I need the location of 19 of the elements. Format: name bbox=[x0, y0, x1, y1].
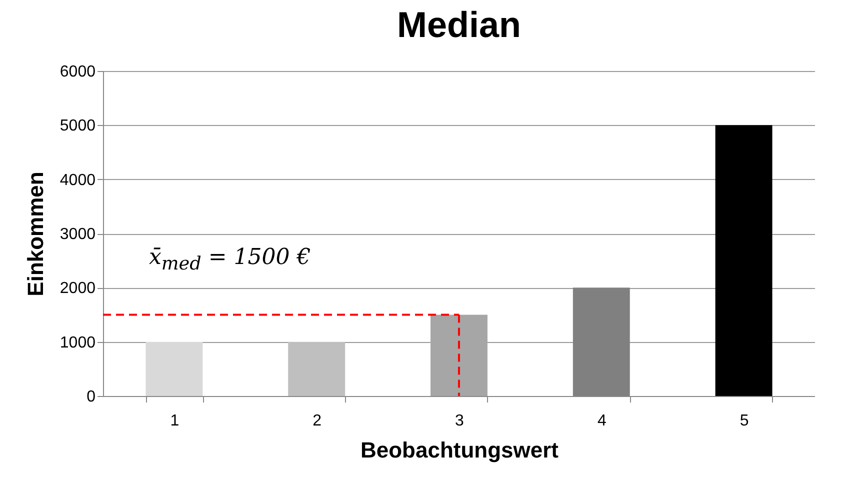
y-tick-label: 2000 bbox=[60, 280, 96, 298]
bar bbox=[288, 342, 346, 396]
chart-title: Median bbox=[396, 4, 522, 45]
bar bbox=[146, 342, 203, 396]
x-axis-title: Beobachtungswert bbox=[360, 438, 560, 462]
x-tick-label: 3 bbox=[455, 412, 464, 430]
annotation: x̄$_{med}$ = 1500 € bbox=[149, 244, 311, 274]
y-tick-label: 3000 bbox=[60, 226, 96, 243]
y-axis-title: Einkommen bbox=[22, 172, 48, 296]
x-tick-label: 2 bbox=[312, 412, 322, 430]
y-tick-label: 6000 bbox=[60, 64, 96, 80]
bar bbox=[715, 125, 772, 396]
y-tick-label: 5000 bbox=[60, 118, 96, 135]
y-tick-label: 4000 bbox=[60, 172, 96, 189]
y-tick-label: 0 bbox=[86, 388, 96, 406]
x-tick-label: 4 bbox=[597, 412, 606, 430]
x-tick-label: 5 bbox=[740, 412, 749, 430]
x-tick-label: 1 bbox=[170, 412, 180, 430]
y-tick-label: 1000 bbox=[60, 334, 96, 352]
